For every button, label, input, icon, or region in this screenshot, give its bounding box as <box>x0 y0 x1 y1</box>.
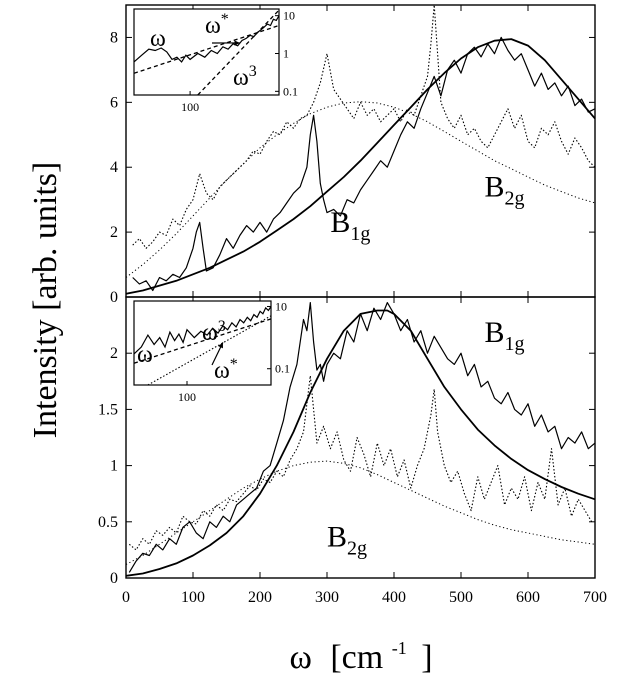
inset-y-tick-label: 1 <box>283 46 289 60</box>
inset-series-linear <box>134 318 271 364</box>
y-tick-label: 8 <box>110 29 118 46</box>
inset-series-data <box>134 15 279 63</box>
inset-y-tick-label: 0.1 <box>283 84 298 98</box>
bottom-panel-ticks: 0 100 200 300 400 500 600 700 0 0.5 1 1.5 2 <box>98 297 607 606</box>
x-axis-unit-open: [cm <box>330 639 383 676</box>
inset-y-tick-label: 10 <box>275 299 287 313</box>
x-tick-label: 0 <box>122 589 130 606</box>
series-b2g-fit <box>125 460 596 565</box>
inset-series <box>134 306 271 385</box>
x-tick-label: 100 <box>181 589 205 606</box>
bottom-panel-annotations: B1g B2g <box>327 316 524 560</box>
series-b2g-data <box>132 4 596 249</box>
inset-label-omega-cubed: ω3 <box>233 63 257 91</box>
top-inset: 100 10 1 0.1 ω ω*ω3 <box>133 8 298 114</box>
y-tick-label: 1.5 <box>98 401 118 418</box>
inset-x-tick-label: 100 <box>181 100 199 114</box>
y-axis-title: Intensity [arb. units] <box>27 162 64 439</box>
inset-series-data <box>134 306 271 355</box>
y-tick-label: 0 <box>110 289 118 306</box>
label-b2g: B2g <box>484 170 524 209</box>
x-axis-unit-exponent: -1 <box>392 638 407 658</box>
inset-series-cubic <box>147 315 271 385</box>
inset-arrow-head <box>218 342 223 349</box>
bottom-panel-series <box>125 302 596 577</box>
series-b2g-data <box>128 375 593 551</box>
x-tick-label: 600 <box>516 589 540 606</box>
x-tick-label: 700 <box>583 589 607 606</box>
bottom-inset: 100 10 0.1 ω ω* ω3 <box>133 299 290 404</box>
x-axis-omega: ω <box>289 639 311 676</box>
series-b1g-data <box>128 302 596 573</box>
series-b1g-fit <box>125 309 596 577</box>
top-panel-series <box>125 4 596 295</box>
y-tick-label: 4 <box>110 159 118 176</box>
series-b1g-fit <box>125 38 596 295</box>
label-b1g: B1g <box>330 206 370 245</box>
y-tick-label: 2 <box>110 345 118 362</box>
inset-series-cubic <box>197 9 279 95</box>
x-axis-unit-close: ] <box>421 639 432 676</box>
inset-arrow-head <box>234 40 240 46</box>
inset-series-linear <box>134 24 279 74</box>
x-tick-label: 200 <box>248 589 272 606</box>
x-axis-title: ω [cm -1 ] <box>289 625 432 676</box>
inset-frame <box>133 8 280 96</box>
y-tick-label: 2 <box>110 224 118 241</box>
bottom-panel: 0 100 200 300 400 500 600 700 0 0.5 1 1.5 2 B1g B2g <box>98 296 607 606</box>
bottom-panel-frame <box>125 296 596 579</box>
inset-x-tick-label: 100 <box>178 390 196 404</box>
inset-y-tick-label: 0.1 <box>275 362 290 376</box>
y-tick-label: 1 <box>110 458 118 475</box>
inset-label-omega: ω <box>137 342 153 368</box>
inset-label-omega-star: ω* <box>214 356 238 384</box>
series-b2g-fit <box>125 101 596 278</box>
top-panel-annotations: B1g B2g <box>330 170 524 245</box>
inset-label-omega: ω <box>150 26 166 52</box>
inset-y-tick-label: 10 <box>283 9 295 23</box>
series-b1g-data <box>132 36 596 292</box>
inset-label-omega-star: ω* <box>205 11 229 39</box>
x-tick-label: 400 <box>382 589 406 606</box>
y-tick-label: 0.5 <box>98 514 118 531</box>
x-tick-label: 300 <box>315 589 339 606</box>
y-tick-label: 6 <box>110 94 118 111</box>
y-tick-label: 0 <box>110 570 118 587</box>
label-b2g: B2g <box>327 521 367 560</box>
inset-series <box>134 9 279 95</box>
label-b1g: B1g <box>484 316 524 355</box>
inset-label-omega-cubed: ω3 <box>202 318 226 346</box>
inset-frame <box>133 300 272 386</box>
x-tick-label: 500 <box>449 589 473 606</box>
